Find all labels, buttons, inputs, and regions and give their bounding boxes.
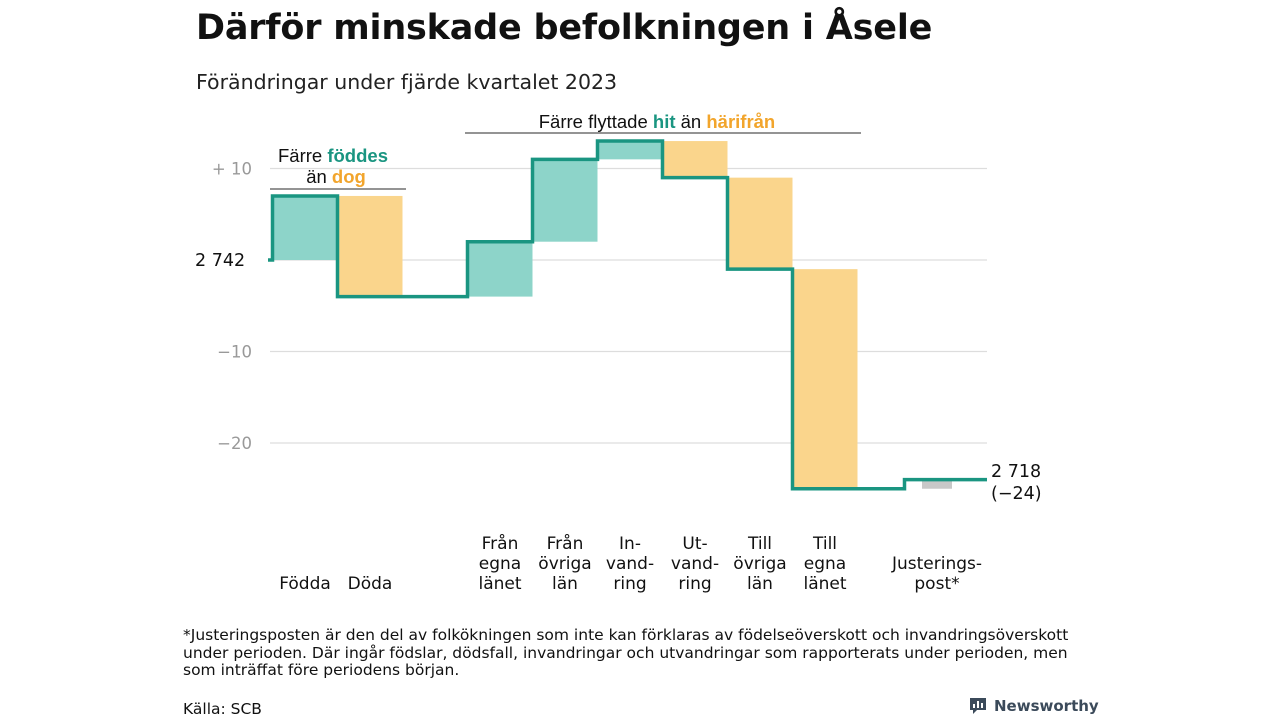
- bar-6: [727, 177, 793, 270]
- start-value-label: 2 742: [195, 251, 245, 271]
- x-tick-label-line: Till: [747, 534, 772, 554]
- source-note: Källa: SCB: [183, 700, 262, 718]
- x-tick-label: In-vand-ring: [606, 534, 654, 594]
- x-tick-label-line: Från: [482, 533, 519, 554]
- x-tick-label-line: övriga: [733, 554, 786, 574]
- cumulative-step-line: [268, 139, 987, 491]
- x-tick-label-line: län: [747, 574, 773, 594]
- chart-subtitle: Förändringar under fjärde kvartalet 2023: [196, 70, 618, 94]
- annotation-part: föddes: [327, 145, 388, 166]
- chart-title: Därför minskade befolkningen i Åsele: [196, 8, 933, 48]
- annotation-part: dog: [332, 166, 366, 187]
- annotation-part: hit: [653, 111, 676, 132]
- x-tick-label: Från egna länet: [478, 533, 521, 594]
- bar-4: [597, 141, 663, 160]
- x-tick-label: Till egna länet: [803, 534, 846, 594]
- x-tick-label: Till övriga län: [733, 534, 786, 594]
- x-tick-label-line: länet: [803, 574, 846, 594]
- annotation-part: Färre: [278, 145, 327, 166]
- newsworthy-icon: [970, 698, 986, 714]
- bar-3: [532, 159, 598, 242]
- x-tick-label-line: ring: [613, 574, 646, 594]
- x-tick-label-line: länet: [478, 574, 521, 594]
- annotation-births-line1: Färre föddes: [278, 145, 388, 166]
- annotation-part: än: [306, 166, 332, 187]
- y-tick-label: + 10: [212, 160, 252, 179]
- brand-name: Newsworthy: [994, 697, 1099, 715]
- end-value-label: 2 718: [991, 462, 1041, 482]
- x-tick-label-line: län: [552, 574, 578, 594]
- x-tick-label-line: övriga: [538, 554, 591, 574]
- x-tick-label-line: egna: [479, 554, 521, 574]
- x-tick-label-line: Till: [812, 534, 837, 554]
- brand-logo: Newsworthy: [968, 696, 1099, 716]
- x-tick-label-line: vand-: [671, 554, 719, 574]
- bar-5: [662, 141, 728, 178]
- x-tick-label-line: Från: [547, 533, 584, 554]
- x-tick-label: Från övriga län: [538, 533, 591, 594]
- bar-0: [272, 195, 338, 260]
- y-tick-label: −10: [217, 343, 252, 362]
- x-tick-label-line: In-: [619, 534, 641, 554]
- end-change-label: (−24): [991, 484, 1042, 504]
- x-tick-label-line: ring: [678, 574, 711, 594]
- y-tick-label: −20: [217, 434, 252, 453]
- x-tick-label-line: egna: [804, 554, 846, 574]
- x-tick-label-line: Justerings-: [891, 554, 982, 574]
- annotation-moves: Färre flyttade hit än härifrån: [539, 111, 776, 132]
- x-tick-label: Justerings-post*: [891, 554, 982, 594]
- annotation-births-line2: än dog: [306, 166, 366, 187]
- bar-2: [467, 241, 533, 297]
- x-tick-label-line: Födda: [279, 574, 331, 594]
- footnote: *Justeringsposten är den del av folkökni…: [183, 626, 1069, 679]
- bar-7: [792, 269, 858, 489]
- x-tick-label: Döda: [348, 574, 393, 594]
- x-tick-label-line: Ut-: [682, 534, 707, 554]
- annotation-part: än: [676, 111, 707, 132]
- x-tick-label-line: Döda: [348, 574, 393, 594]
- x-tick-label-line: post*: [914, 574, 959, 594]
- x-tick-label: Ut-vand-ring: [671, 534, 719, 594]
- x-tick-label-line: vand-: [606, 554, 654, 574]
- x-tick-label: Födda: [279, 574, 331, 594]
- annotation-part: Färre flyttade: [539, 111, 653, 132]
- bar-8: [922, 479, 952, 489]
- bar-1: [337, 195, 403, 297]
- annotation-part: härifrån: [706, 111, 775, 132]
